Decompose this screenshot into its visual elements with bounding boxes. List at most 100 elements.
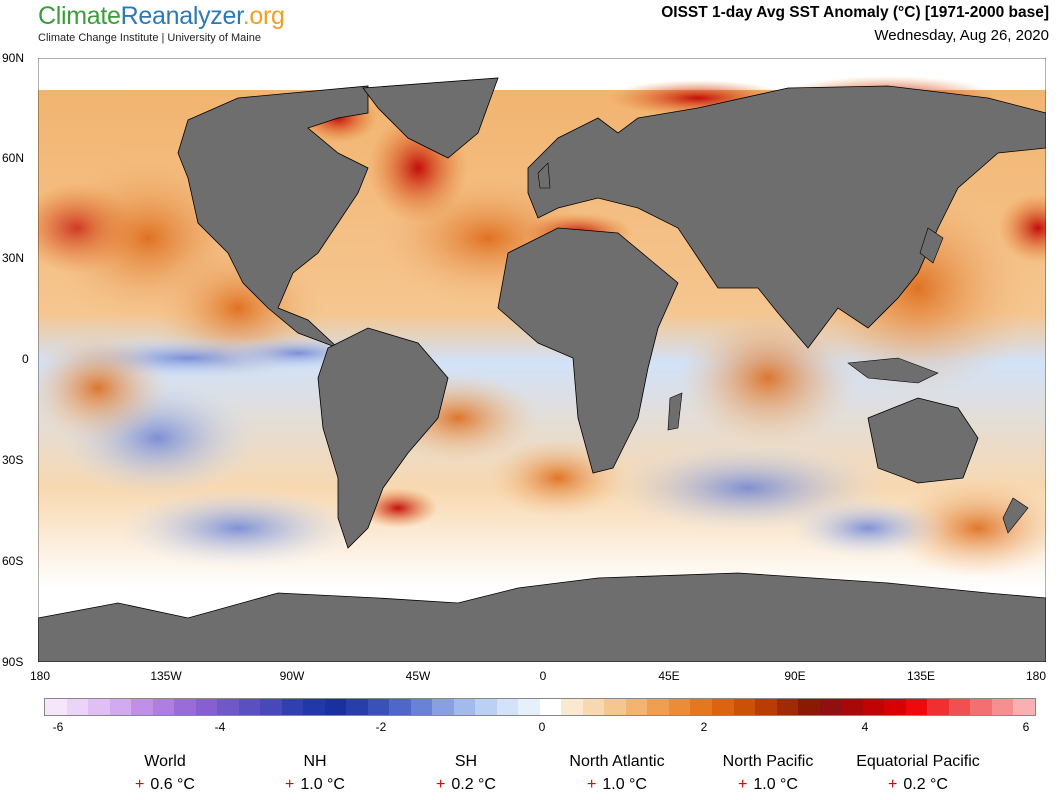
colorbar-swatch	[66, 699, 89, 715]
stat-equatorial-pacific: Equatorial Pacific +0.2 °C	[838, 753, 998, 794]
site-subtitle: Climate Change Institute | University of…	[38, 32, 261, 44]
plus-sign: +	[587, 776, 597, 793]
africa	[497, 227, 679, 474]
north-america	[177, 85, 369, 349]
colorbar-label-0: 0	[538, 720, 546, 734]
sst-anomaly-map	[38, 58, 1046, 662]
lon-label-90e: 90E	[784, 669, 806, 683]
colorbar-label-4: 4	[861, 720, 869, 734]
colorbar-swatch	[432, 699, 454, 715]
lon-label-135e: 135E	[906, 669, 936, 683]
colorbar-swatch	[1013, 699, 1035, 715]
colorbar-swatch	[539, 699, 562, 715]
stat-value: 0.6 °C	[150, 776, 195, 793]
colorbar-swatch	[389, 699, 411, 715]
stat-value: 1.0 °C	[300, 776, 345, 793]
stat-nh: NH +1.0 °C	[235, 753, 395, 794]
colorbar-swatch	[410, 699, 433, 715]
colorbar-swatch	[346, 699, 368, 715]
stat-value: 1.0 °C	[602, 776, 647, 793]
stat-name: World	[144, 753, 186, 770]
land-masses	[38, 77, 1046, 662]
colorbar-swatch	[496, 699, 519, 715]
antarctica	[38, 572, 1046, 662]
colorbar-swatch	[518, 699, 540, 715]
colorbar-swatch	[905, 699, 928, 715]
colorbar-swatch	[561, 699, 583, 715]
colorbar-swatch	[647, 699, 669, 715]
colorbar-swatch	[475, 699, 497, 715]
lat-label-90n: 90N	[2, 51, 25, 65]
site-logo[interactable]: ClimateReanalyzer.org	[38, 2, 285, 31]
lon-label-180w: 180	[29, 669, 51, 683]
colorbar-swatch	[260, 699, 282, 715]
stat-value: 1.0 °C	[753, 776, 798, 793]
islands	[537, 162, 1029, 534]
colorbar-swatch	[884, 699, 906, 715]
lat-label-30s: 30S	[2, 453, 24, 467]
colorbar-swatch	[927, 699, 949, 715]
colorbar-swatch	[281, 699, 304, 715]
colorbar-swatch	[217, 699, 239, 715]
japan	[919, 227, 944, 264]
colorbar-swatch	[109, 699, 132, 715]
stat-name: SH	[454, 753, 478, 770]
colorbar	[44, 698, 1036, 716]
colorbar-swatch	[862, 699, 885, 715]
stat-value: 0.2 °C	[451, 776, 496, 793]
colorbar-swatch	[174, 699, 196, 715]
stat-value: 0.2 °C	[903, 776, 948, 793]
lon-label-45e: 45E	[658, 669, 680, 683]
uk	[537, 162, 551, 189]
logo-text-org: .org	[242, 2, 285, 30]
stat-name: North Atlantic	[569, 753, 665, 770]
colorbar-swatch	[195, 699, 218, 715]
stat-sh: SH +0.2 °C	[386, 753, 546, 794]
colorbar-label-minus2: -2	[375, 720, 387, 734]
colorbar-swatch	[453, 699, 476, 715]
colorbar-swatch	[841, 699, 863, 715]
colorbar-swatch	[690, 699, 712, 715]
colorbar-swatch	[668, 699, 691, 715]
plus-sign: +	[285, 776, 295, 793]
lon-label-180e: 180	[1025, 669, 1047, 683]
colorbar-swatch	[798, 699, 820, 715]
colorbar-swatch	[88, 699, 110, 715]
lat-label-90s: 90S	[2, 655, 24, 669]
lat-label-60n: 60N	[2, 151, 25, 165]
lon-label-135w: 135W	[150, 669, 182, 683]
colorbar-swatch	[303, 699, 325, 715]
colorbar-swatch	[755, 699, 777, 715]
lon-label-0: 0	[539, 669, 547, 683]
stat-north-pacific: North Pacific +1.0 °C	[688, 753, 848, 794]
colorbar-swatch	[733, 699, 756, 715]
colorbar-swatch	[324, 699, 347, 715]
lat-label-30n: 30N	[2, 251, 25, 265]
colorbar-label-minus4: -4	[214, 720, 226, 734]
plus-sign: +	[135, 776, 145, 793]
lat-label-0: 0	[22, 352, 29, 366]
stat-name: North Pacific	[722, 753, 814, 770]
plus-sign: +	[738, 776, 748, 793]
colorbar-swatch	[367, 699, 390, 715]
eurasia	[527, 85, 1046, 349]
plus-sign: +	[436, 776, 446, 793]
colorbar-label-minus6: -6	[52, 720, 64, 734]
colorbar-swatch	[991, 699, 1014, 715]
map-title: OISST 1-day Avg SST Anomaly (°C) [1971-2…	[661, 4, 1049, 21]
new-zealand	[1002, 497, 1029, 534]
indonesia	[847, 357, 939, 384]
colorbar-swatch	[604, 699, 626, 715]
stat-name: NH	[303, 753, 327, 770]
stat-north-atlantic: North Atlantic +1.0 °C	[537, 753, 697, 794]
colorbar-label-6: 6	[1022, 720, 1030, 734]
lon-label-45w: 45W	[405, 669, 431, 683]
colorbar-swatch	[152, 699, 175, 715]
south-america	[317, 327, 449, 549]
map-svg	[38, 58, 1046, 662]
lat-label-60s: 60S	[2, 554, 24, 568]
colorbar-swatch	[582, 699, 605, 715]
stat-name: Equatorial Pacific	[856, 753, 980, 770]
colorbar-label-2: 2	[700, 720, 708, 734]
colorbar-swatch	[970, 699, 992, 715]
